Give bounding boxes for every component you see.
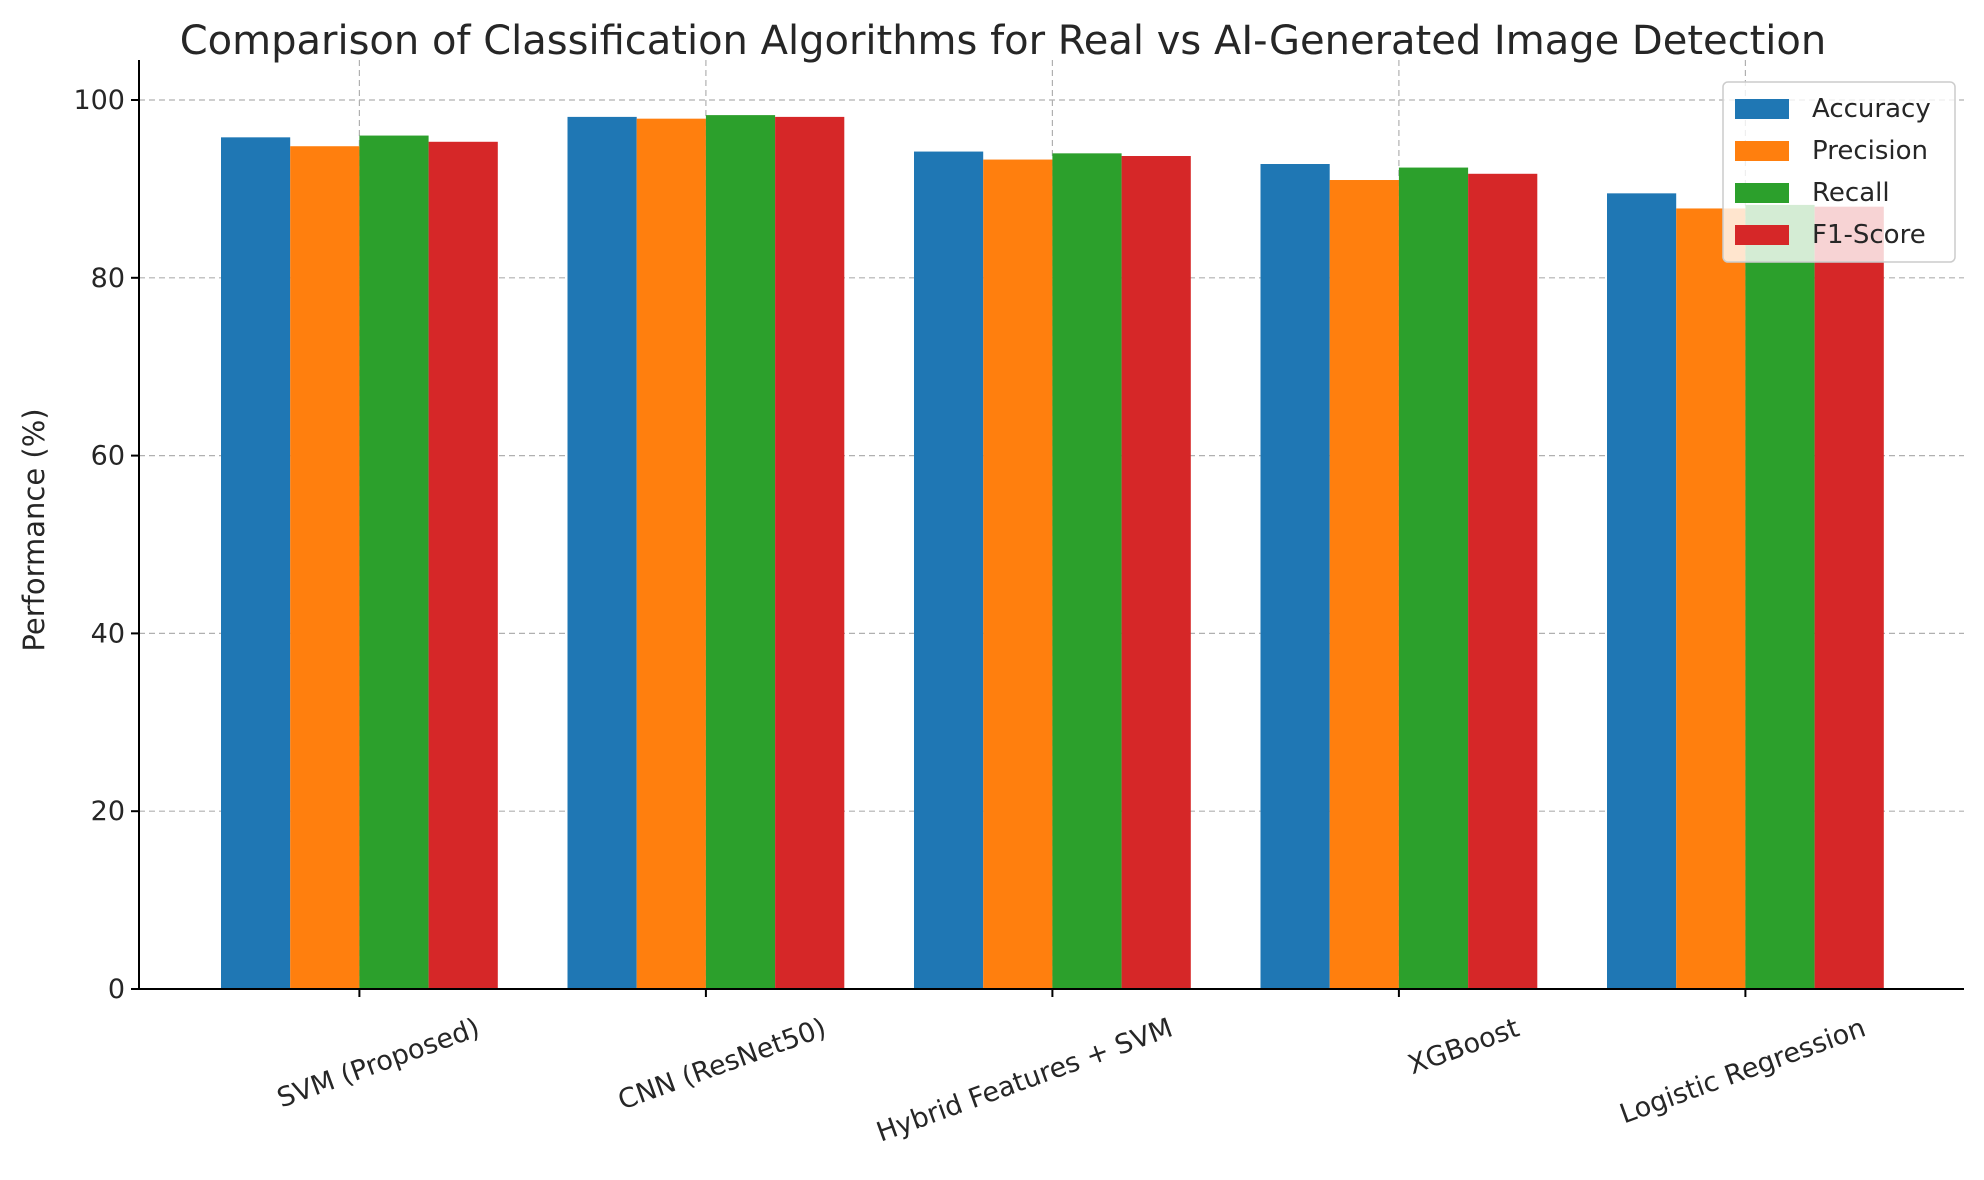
y-tick-label: 60: [91, 441, 125, 472]
legend: Accuracy Precision Recall F1-Score: [1722, 81, 1956, 263]
legend-label-precision: Precision: [1812, 136, 1928, 166]
legend-swatch-accuracy: [1735, 99, 1789, 119]
bar-accuracy: [221, 137, 291, 989]
x-tick-label: SVM (Proposed): [273, 1012, 484, 1114]
bar-accuracy: [1607, 193, 1677, 990]
y-tick-label: 100: [73, 85, 125, 116]
y-tick-label: 20: [91, 796, 125, 827]
y-tick-label: 40: [91, 618, 125, 649]
y-axis-ticks: 0 20 40 60 80 100: [73, 85, 139, 1005]
bar-f1-score: [428, 141, 498, 989]
bar-f1-score: [1468, 173, 1538, 990]
bars: [221, 115, 1884, 990]
x-tick-label: Hybrid Features + SVM: [873, 1012, 1177, 1148]
bar-accuracy: [914, 151, 984, 989]
bar-precision: [1329, 180, 1399, 989]
bar-f1-score: [1121, 156, 1191, 989]
bar-accuracy: [1260, 164, 1330, 989]
legend-swatch-recall: [1735, 183, 1789, 203]
x-tick-label: Logistic Regression: [1616, 1012, 1870, 1130]
bar-accuracy: [567, 116, 637, 990]
bar-f1-score: [1814, 206, 1884, 989]
chart-title: Comparison of Classification Algorithms …: [180, 18, 1826, 64]
bar-recall: [705, 115, 776, 990]
x-tick-label: XGBoost: [1404, 1012, 1523, 1081]
bar-recall: [1052, 153, 1122, 990]
y-tick-label: 0: [108, 974, 125, 1005]
bar-precision: [1676, 208, 1746, 989]
y-tick-label: 80: [91, 263, 125, 294]
x-tick-label: CNN (ResNet50): [614, 1012, 830, 1116]
bar-precision: [636, 118, 706, 989]
y-axis-label: Performance (%): [17, 408, 51, 651]
legend-label-f1-score: F1-Score: [1812, 220, 1926, 250]
bar-precision: [983, 159, 1053, 990]
legend-label-accuracy: Accuracy: [1812, 94, 1931, 124]
legend-swatch-f1-score: [1735, 225, 1789, 245]
bar-recall: [1745, 204, 1815, 990]
bar-recall: [1398, 167, 1469, 990]
legend-label-recall: Recall: [1812, 178, 1890, 208]
bar-recall: [359, 135, 429, 989]
bar-precision: [290, 146, 360, 989]
legend-swatch-precision: [1735, 141, 1789, 161]
legend-box: [1722, 81, 1956, 263]
x-axis-ticks: SVM (Proposed) CNN (ResNet50) Hybrid Featu…: [273, 989, 1870, 1148]
bar-f1-score: [775, 116, 845, 990]
